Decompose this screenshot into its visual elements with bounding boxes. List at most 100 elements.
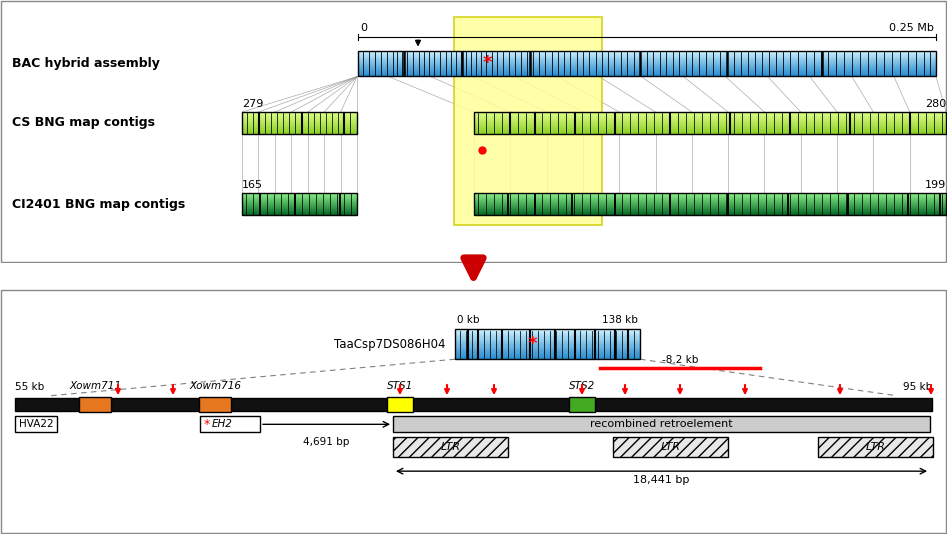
Bar bbox=[474, 129, 946, 130]
Bar bbox=[242, 193, 357, 194]
Bar bbox=[569, 397, 595, 412]
Text: 199: 199 bbox=[925, 180, 946, 190]
Bar bbox=[455, 356, 640, 357]
Bar bbox=[242, 210, 357, 211]
Bar bbox=[242, 213, 357, 214]
Bar bbox=[455, 334, 640, 335]
Bar bbox=[242, 195, 357, 197]
Text: *: * bbox=[527, 335, 537, 354]
Text: BAC hybrid assembly: BAC hybrid assembly bbox=[12, 57, 160, 70]
Bar bbox=[474, 113, 946, 114]
Bar bbox=[455, 331, 640, 332]
Bar bbox=[474, 205, 946, 206]
Bar bbox=[474, 116, 946, 117]
Bar bbox=[474, 193, 946, 215]
Bar bbox=[242, 113, 357, 114]
Bar bbox=[474, 114, 946, 115]
Bar bbox=[242, 205, 357, 206]
Bar bbox=[200, 417, 260, 433]
Bar bbox=[358, 53, 936, 54]
Bar bbox=[474, 121, 946, 122]
Bar bbox=[455, 350, 640, 351]
Bar bbox=[474, 115, 946, 116]
Bar bbox=[387, 397, 413, 412]
Bar bbox=[242, 202, 357, 203]
Text: 18,441 bp: 18,441 bp bbox=[634, 475, 689, 484]
Bar bbox=[474, 214, 946, 215]
Bar bbox=[474, 117, 946, 118]
Bar bbox=[455, 354, 640, 355]
Bar bbox=[242, 132, 357, 133]
Bar bbox=[474, 127, 946, 128]
Bar bbox=[455, 329, 640, 331]
Bar bbox=[242, 209, 357, 210]
Bar bbox=[242, 199, 357, 200]
Bar bbox=[455, 336, 640, 337]
Bar bbox=[455, 342, 640, 343]
Text: recombined retroelement: recombined retroelement bbox=[590, 419, 733, 429]
Bar bbox=[455, 329, 640, 359]
Bar bbox=[242, 116, 357, 117]
Bar bbox=[474, 112, 946, 113]
Text: TaaCsp7DS086H04: TaaCsp7DS086H04 bbox=[333, 338, 445, 351]
Bar bbox=[242, 117, 357, 118]
Bar bbox=[358, 75, 936, 76]
Bar bbox=[474, 195, 946, 197]
Text: CS BNG map contigs: CS BNG map contigs bbox=[12, 116, 155, 129]
Bar bbox=[455, 345, 640, 347]
Text: 138 kb: 138 kb bbox=[602, 315, 638, 325]
Bar bbox=[455, 341, 640, 342]
Bar bbox=[474, 112, 946, 134]
Text: Xowm716: Xowm716 bbox=[189, 381, 241, 391]
Bar bbox=[455, 332, 640, 333]
Bar bbox=[242, 198, 357, 199]
Text: LTR: LTR bbox=[440, 442, 460, 452]
Bar bbox=[242, 131, 357, 132]
Text: *: * bbox=[482, 54, 491, 73]
Bar bbox=[242, 126, 357, 127]
Bar bbox=[455, 355, 640, 356]
Bar bbox=[455, 344, 640, 345]
Bar bbox=[242, 211, 357, 212]
Bar bbox=[393, 437, 508, 458]
Bar bbox=[242, 115, 357, 116]
Bar bbox=[474, 202, 946, 203]
Bar bbox=[242, 133, 357, 134]
Bar bbox=[474, 126, 946, 127]
Bar bbox=[455, 337, 640, 339]
Bar bbox=[15, 398, 932, 411]
Bar bbox=[474, 193, 946, 194]
Bar bbox=[242, 129, 357, 130]
Bar bbox=[358, 61, 936, 62]
Text: 280: 280 bbox=[925, 99, 946, 109]
Bar bbox=[474, 194, 946, 195]
Text: *: * bbox=[204, 418, 210, 431]
Bar bbox=[358, 72, 936, 73]
Bar bbox=[358, 58, 936, 59]
Text: 0 kb: 0 kb bbox=[457, 315, 479, 325]
Bar bbox=[474, 211, 946, 212]
Bar bbox=[242, 130, 357, 131]
Bar bbox=[242, 112, 357, 113]
Bar bbox=[358, 60, 936, 61]
Bar bbox=[358, 52, 936, 53]
Bar bbox=[474, 125, 946, 126]
Bar bbox=[242, 119, 357, 120]
Bar bbox=[474, 204, 946, 205]
Text: HVA22: HVA22 bbox=[19, 419, 53, 429]
Bar bbox=[242, 208, 357, 209]
Bar bbox=[474, 132, 946, 133]
Bar bbox=[455, 351, 640, 352]
Bar bbox=[474, 198, 946, 199]
Bar bbox=[474, 118, 946, 119]
Bar bbox=[79, 397, 111, 412]
Text: CI2401 BNG map contigs: CI2401 BNG map contigs bbox=[12, 198, 186, 211]
Bar bbox=[474, 123, 946, 124]
Text: 165: 165 bbox=[242, 180, 263, 190]
Bar bbox=[242, 203, 357, 204]
Bar bbox=[242, 127, 357, 128]
Bar bbox=[242, 125, 357, 126]
Bar bbox=[613, 437, 728, 458]
Text: LTR: LTR bbox=[660, 442, 681, 452]
Bar bbox=[474, 203, 946, 204]
